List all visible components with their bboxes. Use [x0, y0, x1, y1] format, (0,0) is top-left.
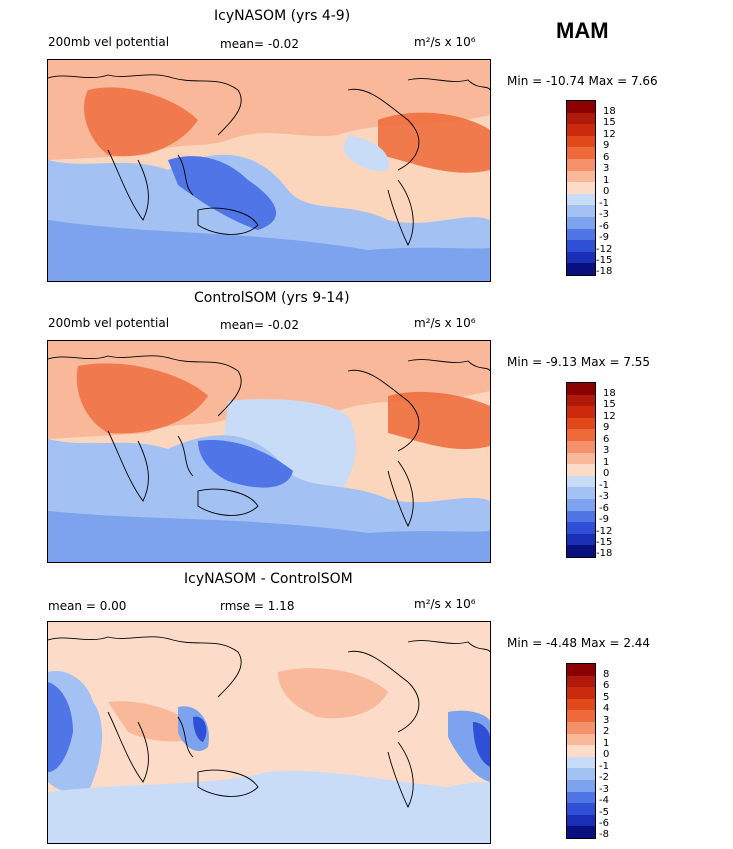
panel1-left-label: 200mb vel potential — [48, 35, 170, 49]
cb-label: 18 — [603, 388, 616, 399]
cb-label: -6 — [599, 818, 609, 829]
panel2-colorbar — [566, 382, 596, 558]
cb-label: 1 — [603, 738, 610, 749]
season-label: MAM — [556, 18, 609, 43]
cb-label: -15 — [596, 255, 613, 266]
cb-label: -9 — [599, 232, 609, 243]
panel2-left-label: 200mb vel potential — [48, 316, 170, 330]
cb-label: 9 — [603, 422, 610, 433]
panel1-colorbar — [566, 100, 596, 276]
panel2-mean-label: mean= -0.02 — [220, 318, 299, 332]
cb-label: 6 — [603, 434, 610, 445]
cb-label: -1 — [599, 761, 609, 772]
panel3-title: IcyNASOM - ControlSOM — [184, 571, 353, 587]
cb-label: 5 — [603, 692, 610, 703]
cb-label: -18 — [596, 266, 613, 277]
cb-label: 0 — [603, 186, 610, 197]
cb-label: -5 — [599, 807, 609, 818]
panel1-mean-label: mean= -0.02 — [220, 37, 299, 51]
cb-label: -12 — [596, 526, 613, 537]
panel1-minmax: Min = -10.74 Max = 7.66 — [507, 74, 658, 88]
cb-label: 4 — [603, 703, 610, 714]
cb-label: 15 — [603, 399, 616, 410]
cb-label: 12 — [603, 411, 616, 422]
cb-label: -1 — [599, 480, 609, 491]
panel3-rmse-label: rmse = 1.18 — [220, 599, 295, 613]
cb-label: 12 — [603, 129, 616, 140]
cb-label: -6 — [599, 503, 609, 514]
cb-label: 6 — [603, 680, 610, 691]
cb-label: 3 — [603, 445, 610, 456]
cb-label: 6 — [603, 152, 610, 163]
cb-label: -12 — [596, 244, 613, 255]
cb-label: -4 — [599, 795, 609, 806]
panel3-minmax: Min = -4.48 Max = 2.44 — [507, 636, 651, 650]
panel3-map — [47, 621, 491, 844]
panel1-units: m²/s x 10⁶ — [414, 35, 476, 49]
panel2-units: m²/s x 10⁶ — [414, 316, 476, 330]
cb-label: -18 — [596, 548, 613, 559]
cb-label: 3 — [603, 163, 610, 174]
cb-label: -9 — [599, 514, 609, 525]
panel3-mean-label: mean = 0.00 — [48, 599, 127, 613]
cb-label: -1 — [599, 198, 609, 209]
panel2-minmax: Min = -9.13 Max = 7.55 — [507, 355, 651, 369]
cb-label: 9 — [603, 140, 610, 151]
cb-label: -6 — [599, 221, 609, 232]
panel3-units: m²/s x 10⁶ — [414, 597, 476, 611]
cb-label: 8 — [603, 669, 610, 680]
cb-label: -15 — [596, 537, 613, 548]
panel2-title: ControlSOM (yrs 9-14) — [194, 290, 350, 306]
cb-label: 0 — [603, 468, 610, 479]
cb-label: 0 — [603, 749, 610, 760]
cb-label: -3 — [599, 784, 609, 795]
cb-label: 1 — [603, 175, 610, 186]
panel1-title: IcyNASOM (yrs 4-9) — [214, 8, 351, 24]
cb-label: -3 — [599, 209, 609, 220]
cb-label: -2 — [599, 772, 609, 783]
cb-label: -8 — [599, 829, 609, 840]
panel1-map — [47, 59, 491, 282]
cb-label: 2 — [603, 726, 610, 737]
panel2-map — [47, 340, 491, 563]
panel3-colorbar — [566, 663, 596, 839]
cb-label: -3 — [599, 491, 609, 502]
cb-label: 3 — [603, 715, 610, 726]
cb-label: 1 — [603, 457, 610, 468]
cb-label: 15 — [603, 117, 616, 128]
cb-label: 18 — [603, 106, 616, 117]
